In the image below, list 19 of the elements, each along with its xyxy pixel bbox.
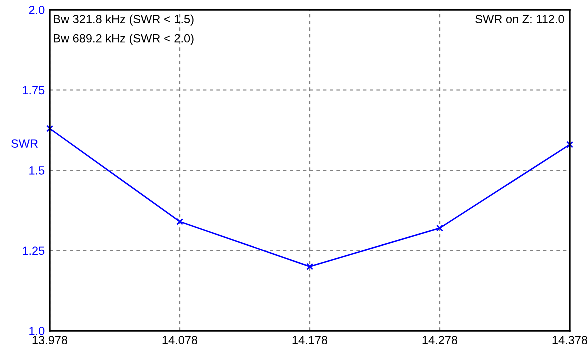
- point: [436, 224, 444, 232]
- x-tick-label: 14.378: [552, 336, 588, 345]
- y-tick-label: 1.5: [30, 166, 45, 175]
- y-tick-label: 1.75: [23, 86, 45, 95]
- x-tick-label: 13.978: [32, 336, 68, 345]
- annotation: SWR on Z: 112.0: [476, 15, 564, 24]
- y-axis-title: SWR: [12, 140, 38, 148]
- x-tick-label: 14.278: [422, 336, 458, 345]
- y-tick-label: 2.0: [29, 6, 45, 14]
- x-tick-label: 14.078: [162, 336, 198, 345]
- point: [566, 141, 574, 148]
- point: [176, 218, 184, 226]
- x-tick-label: 14.178: [292, 336, 328, 345]
- point: [46, 125, 54, 132]
- y-tick-label: 1.25: [23, 246, 45, 256]
- point: [306, 263, 314, 270]
- y-tick-label: 1.0: [30, 327, 45, 336]
- annotation: Bw 689.2 kHz (SWR < 2.0): [54, 34, 194, 46]
- annotation: Bw 321.8 kHz (SWR < 1.5): [54, 14, 194, 26]
